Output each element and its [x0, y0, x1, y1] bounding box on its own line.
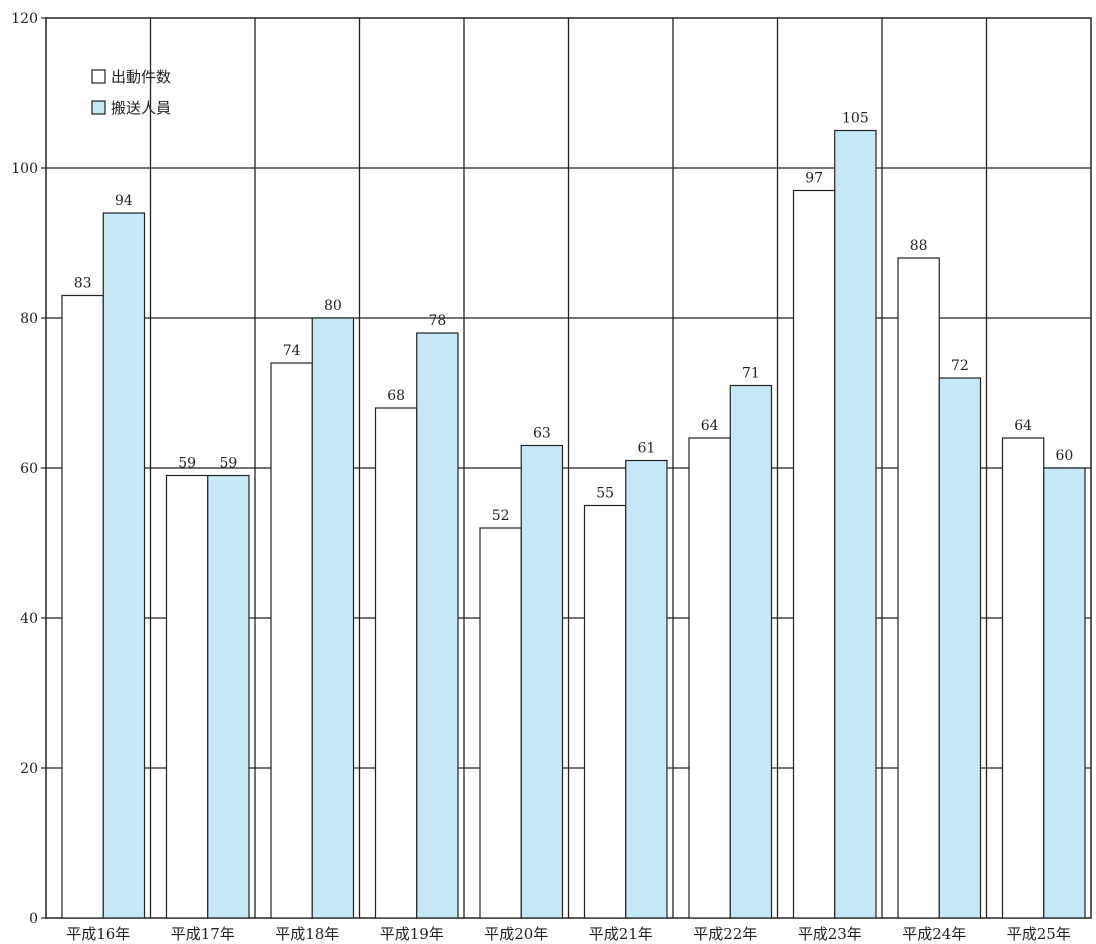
bar-series-1-3 — [416, 332, 459, 919]
bar-series-1-0 — [102, 212, 146, 919]
bar-value-label-series-0-1: 59 — [178, 456, 196, 472]
legend: 出動件数 搬送人員 — [91, 68, 171, 117]
x-category-label-8: 平成24年 — [902, 925, 966, 943]
bar-value-label-series-1-6: 71 — [742, 366, 760, 382]
y-tick-label-0: 0 — [29, 911, 38, 927]
bar-value-label-series-0-8: 88 — [910, 238, 928, 254]
y-tick-label-6: 120 — [11, 11, 38, 27]
bar-series-1-8 — [938, 377, 982, 919]
bar-value-label-series-1-9: 60 — [1055, 448, 1073, 464]
x-category-label-4: 平成20年 — [484, 925, 548, 943]
legend-swatch-series-0 — [91, 69, 106, 84]
legend-label-series-1: 搬送人員 — [111, 99, 171, 117]
x-category-label-3: 平成19年 — [380, 925, 444, 943]
bar-value-label-series-0-7: 97 — [805, 171, 823, 187]
y-axis-ticks: 0 20 40 60 80 100 120 — [11, 11, 46, 927]
bar-value-label-series-0-3: 68 — [387, 388, 405, 404]
x-category-label-7: 平成23年 — [798, 925, 862, 943]
bar-series-0-9 — [1001, 437, 1045, 919]
bar-series-0-7 — [792, 189, 836, 919]
bar-value-label-series-0-2: 74 — [283, 343, 301, 359]
y-tick-label-1: 20 — [20, 761, 38, 777]
y-tick-label-2: 40 — [20, 611, 38, 627]
bar-value-label-series-1-0: 94 — [115, 193, 133, 209]
x-axis-categories: 平成16年 平成17年 平成18年 平成19年 平成20年 平成21年 平成22年 平成23年… — [66, 925, 1071, 943]
bar-series-0-4 — [479, 527, 522, 919]
bars — [61, 129, 1086, 919]
x-category-label-9: 平成25年 — [1007, 925, 1071, 943]
bar-value-label-series-1-1: 59 — [219, 456, 237, 472]
bar-value-label-series-1-2: 80 — [324, 298, 342, 314]
bar-value-label-series-0-4: 52 — [492, 508, 510, 524]
bar-series-0-3 — [374, 407, 418, 919]
y-tick-label-4: 80 — [20, 311, 38, 327]
y-tick-label-5: 100 — [11, 161, 38, 177]
bar-series-0-8 — [897, 257, 940, 919]
bar-value-label-series-1-5: 61 — [637, 441, 655, 457]
bar-series-1-1 — [207, 474, 250, 919]
x-category-label-5: 平成21年 — [589, 925, 653, 943]
bar-series-1-6 — [729, 384, 773, 919]
bar-series-1-5 — [625, 459, 668, 919]
bar-value-label-series-0-5: 55 — [596, 486, 614, 502]
legend-label-series-0: 出動件数 — [111, 68, 171, 86]
x-category-label-1: 平成17年 — [171, 925, 235, 943]
bar-series-0-0 — [61, 294, 104, 919]
bar-value-label-series-0-6: 64 — [701, 418, 719, 434]
bar-series-1-4 — [520, 444, 564, 919]
bar-series-0-6 — [688, 437, 731, 919]
bar-value-label-series-0-9: 64 — [1014, 418, 1032, 434]
bar-series-1-7 — [834, 129, 877, 919]
x-category-label-0: 平成16年 — [66, 925, 130, 943]
bar-series-0-1 — [165, 474, 209, 919]
bar-value-label-series-1-8: 72 — [951, 358, 969, 374]
bar-series-0-2 — [270, 362, 313, 919]
bar-value-label-series-1-4: 63 — [533, 426, 551, 442]
x-category-label-2: 平成18年 — [275, 925, 339, 943]
value-labels: 83 94 59 59 74 80 68 78 52 63 55 61 64 71 97 105 88 72 64 6… — [74, 111, 1074, 525]
bar-series-1-2 — [311, 317, 355, 919]
bar-series-1-9 — [1043, 467, 1086, 919]
x-category-label-6: 平成22年 — [693, 925, 757, 943]
bar-value-label-series-0-0: 83 — [74, 276, 92, 292]
legend-swatch-series-1 — [91, 100, 106, 115]
bar-value-label-series-1-7: 105 — [842, 111, 869, 127]
y-tick-label-3: 60 — [20, 461, 38, 477]
bar-series-0-5 — [583, 504, 627, 919]
bar-value-label-series-1-3: 78 — [428, 313, 446, 329]
